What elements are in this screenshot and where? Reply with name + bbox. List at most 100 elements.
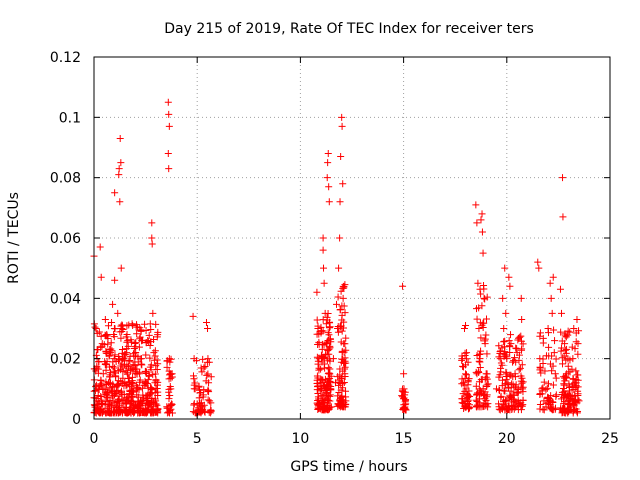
data-point xyxy=(472,201,480,209)
data-point xyxy=(461,349,469,357)
data-point xyxy=(190,355,198,363)
data-point xyxy=(340,340,348,348)
data-point xyxy=(168,409,176,417)
data-point xyxy=(539,360,547,368)
data-point xyxy=(148,240,156,248)
data-point xyxy=(339,180,347,188)
data-point xyxy=(518,345,526,353)
data-point xyxy=(492,385,500,393)
data-point xyxy=(505,383,513,391)
data-point xyxy=(325,369,333,377)
data-point xyxy=(549,381,557,389)
data-point xyxy=(575,397,583,405)
data-point xyxy=(339,355,347,363)
data-point xyxy=(496,350,504,357)
data-point xyxy=(542,403,550,411)
data-point xyxy=(131,343,139,351)
data-point xyxy=(551,370,559,378)
data-point xyxy=(318,406,326,414)
data-point xyxy=(117,334,125,342)
data-point xyxy=(97,273,105,281)
data-point xyxy=(340,359,348,367)
data-point xyxy=(91,402,99,410)
data-point xyxy=(480,402,488,410)
data-point xyxy=(501,398,509,406)
data-point xyxy=(550,326,558,334)
data-point xyxy=(110,331,118,339)
data-point xyxy=(165,122,173,130)
data-point xyxy=(101,401,109,409)
y-tick-label: 0.06 xyxy=(50,231,81,247)
data-point xyxy=(319,234,327,242)
data-point xyxy=(478,210,486,218)
data-point xyxy=(326,370,334,378)
data-point xyxy=(519,383,527,391)
data-point xyxy=(561,346,569,354)
data-point xyxy=(106,371,114,379)
data-point xyxy=(564,362,572,370)
x-tick-label: 0 xyxy=(90,431,99,447)
data-point xyxy=(473,315,481,323)
data-point xyxy=(151,389,159,397)
data-point xyxy=(98,340,106,348)
data-point xyxy=(463,371,471,379)
data-point xyxy=(111,364,119,372)
data-point xyxy=(97,392,105,400)
data-point xyxy=(326,397,334,405)
data-point xyxy=(105,403,113,411)
data-point xyxy=(114,382,122,390)
data-point xyxy=(574,387,582,395)
data-point xyxy=(565,391,573,399)
data-point xyxy=(323,313,331,321)
data-point xyxy=(144,384,152,392)
data-point xyxy=(198,368,206,376)
y-tick-label: 0.12 xyxy=(50,50,81,66)
data-point xyxy=(204,355,212,363)
data-point xyxy=(103,380,111,388)
data-point xyxy=(146,390,154,398)
data-point xyxy=(337,386,345,394)
data-point xyxy=(507,331,515,339)
data-point xyxy=(101,358,109,366)
data-point xyxy=(144,400,152,408)
data-point xyxy=(129,397,137,405)
data-point xyxy=(167,385,175,393)
data-point xyxy=(99,370,107,378)
data-point xyxy=(563,370,571,378)
data-point xyxy=(567,403,575,411)
data-point xyxy=(324,329,332,337)
data-point xyxy=(315,340,323,348)
data-point xyxy=(205,358,213,366)
data-point xyxy=(149,309,157,317)
data-point xyxy=(480,294,488,302)
data-point xyxy=(549,273,557,281)
data-point xyxy=(165,110,173,118)
data-point xyxy=(573,407,581,415)
data-point xyxy=(323,174,331,182)
data-point xyxy=(572,376,580,384)
data-point xyxy=(320,391,328,399)
data-point xyxy=(138,337,146,345)
data-point xyxy=(202,318,210,326)
data-point xyxy=(509,358,517,366)
data-point xyxy=(342,334,350,342)
data-point xyxy=(480,285,488,293)
data-point xyxy=(321,351,329,359)
data-point xyxy=(477,347,485,355)
data-point xyxy=(320,279,328,287)
data-point xyxy=(146,341,154,349)
data-point xyxy=(473,390,481,398)
data-point xyxy=(107,339,115,347)
x-tick-labels: 0 5 10 15 20 25 xyxy=(90,431,619,447)
data-point xyxy=(315,330,323,338)
data-point xyxy=(327,378,335,386)
data-point xyxy=(110,367,118,375)
y-axis-label: ROTI / TECUs xyxy=(6,192,22,284)
data-point xyxy=(465,392,473,400)
data-point xyxy=(559,393,567,401)
x-tick-label: 10 xyxy=(291,431,309,447)
data-point xyxy=(563,345,571,353)
y-tick-labels: 0 0.02 0.04 0.06 0.08 0.1 0.12 xyxy=(50,50,81,428)
data-point xyxy=(572,367,580,375)
